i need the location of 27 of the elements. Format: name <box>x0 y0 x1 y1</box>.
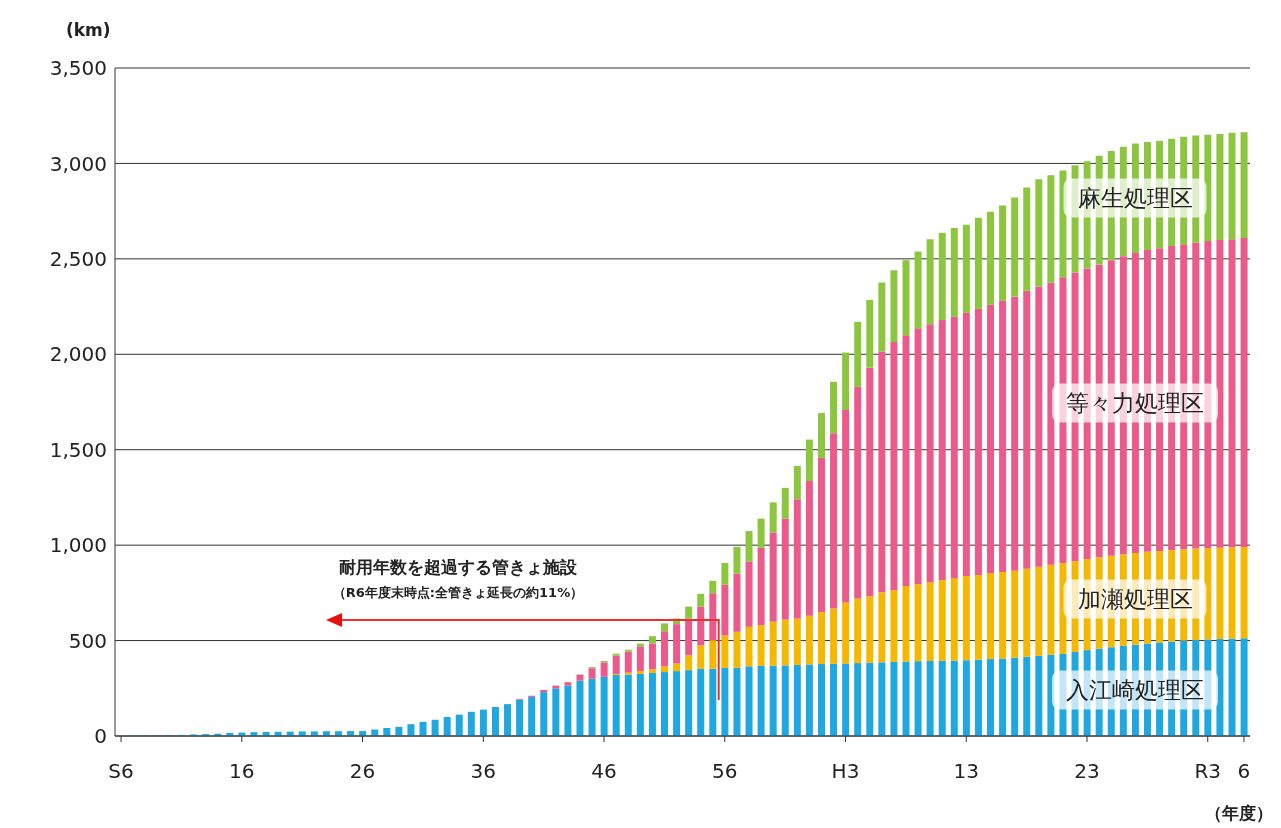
annotation: 耐用年数を超過する管きょ施設 <box>339 556 577 579</box>
series-label: 麻生処理区 <box>1063 178 1207 218</box>
x-tick-label: R3 <box>1194 759 1222 783</box>
x-axis-title: （年度） <box>1205 802 1273 825</box>
y-tick-label: 2,500 <box>49 246 107 271</box>
x-tick-label: S6 <box>108 759 134 783</box>
x-tick-label: 13 <box>953 759 979 783</box>
x-tick-label: 23 <box>1074 759 1100 783</box>
x-tick-label: 26 <box>349 759 376 783</box>
series-label: 等々力処理区 <box>1052 383 1219 423</box>
annotation: （R6年度末時点:全管きょ延長の約11%） <box>332 584 584 602</box>
series-label: 加瀬処理区 <box>1063 579 1207 619</box>
y-tick-label: 2,000 <box>49 342 107 367</box>
series-label: 入江崎処理区 <box>1052 670 1219 710</box>
x-tick-label: 46 <box>591 759 617 783</box>
y-tick-label: 1,000 <box>49 533 107 558</box>
x-tick-label: 56 <box>712 759 738 783</box>
y-tick-label: 500 <box>68 628 107 653</box>
x-tick-label: 36 <box>470 759 496 783</box>
y-tick-label: 3,500 <box>49 56 107 81</box>
y-tick-label: 1,500 <box>49 437 107 462</box>
x-tick-label: 6 <box>1237 759 1251 783</box>
y-axis-title: (km) <box>66 20 111 40</box>
x-tick-label: H3 <box>831 759 860 783</box>
y-tick-label: 3,000 <box>49 151 107 176</box>
y-tick-label: 0 <box>94 724 107 749</box>
x-tick-label: 16 <box>229 759 255 783</box>
